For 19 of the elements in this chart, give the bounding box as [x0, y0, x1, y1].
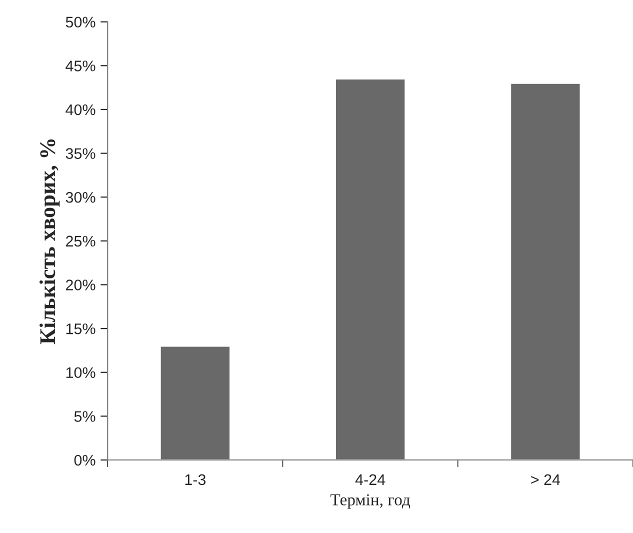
y-tick-label: 35%	[66, 148, 96, 159]
y-tick-label: 15%	[66, 323, 96, 334]
y-tick-label: 5%	[74, 411, 96, 422]
bar	[159, 345, 231, 460]
y-tick-label: 40%	[66, 104, 96, 116]
y-tick-label: 30%	[66, 192, 96, 203]
x-tick-label: 1-3	[185, 474, 206, 486]
x-tick-label: 4-24	[355, 474, 386, 485]
y-tick-label: 50%	[66, 16, 96, 28]
y-tick-label: 45%	[66, 60, 96, 72]
y-tick-label: 0%	[74, 454, 96, 466]
y-tick-label: 10%	[66, 367, 96, 378]
y-tick-label: 25%	[66, 236, 96, 247]
bar	[510, 82, 582, 460]
bar	[334, 78, 406, 460]
x-axis-title: Термін, год	[330, 494, 410, 509]
y-axis-title: Кількість хворих, %	[40, 139, 60, 344]
y-tick-label: 20%	[66, 280, 96, 290]
x-tick-label: > 24	[531, 474, 560, 485]
